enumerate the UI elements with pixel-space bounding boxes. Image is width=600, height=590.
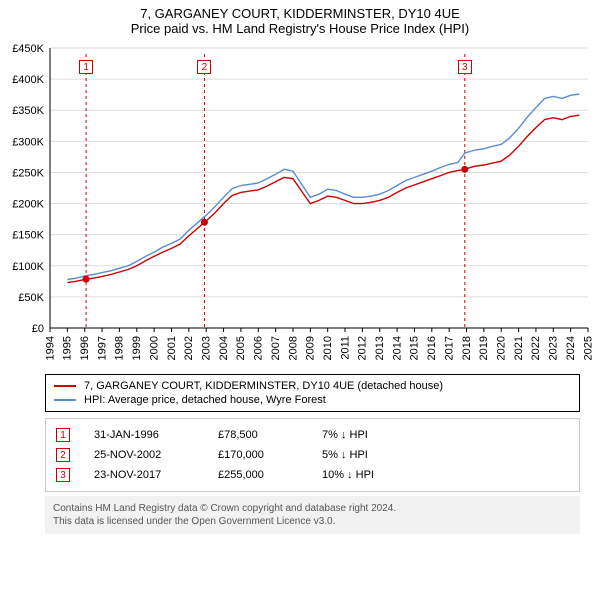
svg-text:2009: 2009: [305, 336, 317, 360]
datapoint-delta: 7% ↓ HPI: [322, 429, 412, 441]
svg-text:£400K: £400K: [12, 74, 44, 86]
svg-text:2016: 2016: [426, 336, 438, 360]
datapoint-row: 1 31-JAN-1996 £78,500 7% ↓ HPI: [56, 425, 569, 445]
datapoint-date: 31-JAN-1996: [94, 429, 194, 441]
svg-text:£0: £0: [32, 323, 44, 335]
legend-swatch: [54, 385, 76, 387]
legend-swatch: [54, 399, 76, 401]
svg-text:1995: 1995: [62, 336, 74, 360]
svg-text:1997: 1997: [96, 336, 108, 360]
chart-title-block: 7, GARGANEY COURT, KIDDERMINSTER, DY10 4…: [0, 0, 600, 38]
svg-text:2020: 2020: [496, 336, 508, 360]
datapoint-date: 25-NOV-2002: [94, 449, 194, 461]
svg-text:2017: 2017: [443, 336, 455, 360]
svg-text:£350K: £350K: [12, 105, 44, 117]
svg-text:2013: 2013: [374, 336, 386, 360]
legend-item: 7, GARGANEY COURT, KIDDERMINSTER, DY10 4…: [54, 379, 571, 393]
chart-title-line2: Price paid vs. HM Land Registry's House …: [0, 21, 600, 36]
svg-text:£150K: £150K: [12, 230, 44, 242]
svg-text:2006: 2006: [253, 336, 265, 360]
datapoint-price: £255,000: [218, 469, 298, 481]
svg-text:2011: 2011: [339, 336, 351, 360]
datapoint-table: 1 31-JAN-1996 £78,500 7% ↓ HPI 2 25-NOV-2002 £…: [45, 418, 580, 492]
svg-text:£50K: £50K: [18, 292, 44, 304]
datapoint-delta: 10% ↓ HPI: [322, 469, 412, 481]
datapoint-price: £78,500: [218, 429, 298, 441]
svg-text:2023: 2023: [548, 336, 560, 360]
legend-label: HPI: Average price, detached house, Wyre…: [84, 394, 326, 406]
svg-text:2008: 2008: [287, 336, 299, 360]
datapoint-price: £170,000: [218, 449, 298, 461]
chart-marker-3: 3: [458, 60, 472, 74]
svg-text:£450K: £450K: [12, 43, 44, 55]
svg-text:£300K: £300K: [12, 136, 44, 148]
footnote-line1: Contains HM Land Registry data © Crown c…: [53, 502, 572, 515]
footnote: Contains HM Land Registry data © Crown c…: [45, 496, 580, 534]
svg-text:2014: 2014: [391, 336, 403, 360]
svg-text:1998: 1998: [114, 336, 126, 360]
svg-text:£250K: £250K: [12, 167, 44, 179]
line-chart-svg: £0 £50K £100K £150K £200K £250K £300K £350K £400…: [0, 38, 600, 368]
svg-text:2025: 2025: [582, 336, 594, 360]
chart-title-line1: 7, GARGANEY COURT, KIDDERMINSTER, DY10 4…: [0, 6, 600, 21]
svg-text:2015: 2015: [409, 336, 421, 360]
legend-label: 7, GARGANEY COURT, KIDDERMINSTER, DY10 4…: [84, 380, 443, 392]
svg-text:2018: 2018: [461, 336, 473, 360]
chart-marker-1: 1: [79, 60, 93, 74]
svg-text:2002: 2002: [183, 336, 195, 360]
svg-text:2022: 2022: [530, 336, 542, 360]
datapoint-marker: 3: [56, 468, 70, 482]
footnote-line2: This data is licensed under the Open Gov…: [53, 515, 572, 528]
datapoint-row: 3 23-NOV-2017 £255,000 10% ↓ HPI: [56, 465, 569, 485]
chart-marker-2: 2: [197, 60, 211, 74]
svg-text:1994: 1994: [44, 336, 56, 360]
svg-text:2007: 2007: [270, 336, 282, 360]
svg-text:1999: 1999: [131, 336, 143, 360]
datapoint-marker: 1: [56, 428, 70, 442]
svg-text:£200K: £200K: [12, 199, 44, 211]
svg-text:£100K: £100K: [12, 261, 44, 273]
legend-item: HPI: Average price, detached house, Wyre…: [54, 393, 571, 407]
datapoint-marker: 2: [56, 448, 70, 462]
datapoint-delta: 5% ↓ HPI: [322, 449, 412, 461]
svg-text:2001: 2001: [166, 336, 178, 360]
svg-text:2024: 2024: [565, 336, 577, 360]
svg-text:2004: 2004: [218, 336, 230, 360]
chart-legend: 7, GARGANEY COURT, KIDDERMINSTER, DY10 4…: [45, 374, 580, 412]
svg-text:2000: 2000: [148, 336, 160, 360]
svg-text:2010: 2010: [322, 336, 334, 360]
svg-text:2003: 2003: [200, 336, 212, 360]
svg-text:2012: 2012: [357, 336, 369, 360]
datapoint-row: 2 25-NOV-2002 £170,000 5% ↓ HPI: [56, 445, 569, 465]
chart-area: £0 £50K £100K £150K £200K £250K £300K £350K £400…: [0, 38, 600, 368]
datapoint-date: 23-NOV-2017: [94, 469, 194, 481]
svg-text:2021: 2021: [513, 336, 525, 360]
svg-text:2019: 2019: [478, 336, 490, 360]
svg-text:2005: 2005: [235, 336, 247, 360]
svg-text:1996: 1996: [79, 336, 91, 360]
